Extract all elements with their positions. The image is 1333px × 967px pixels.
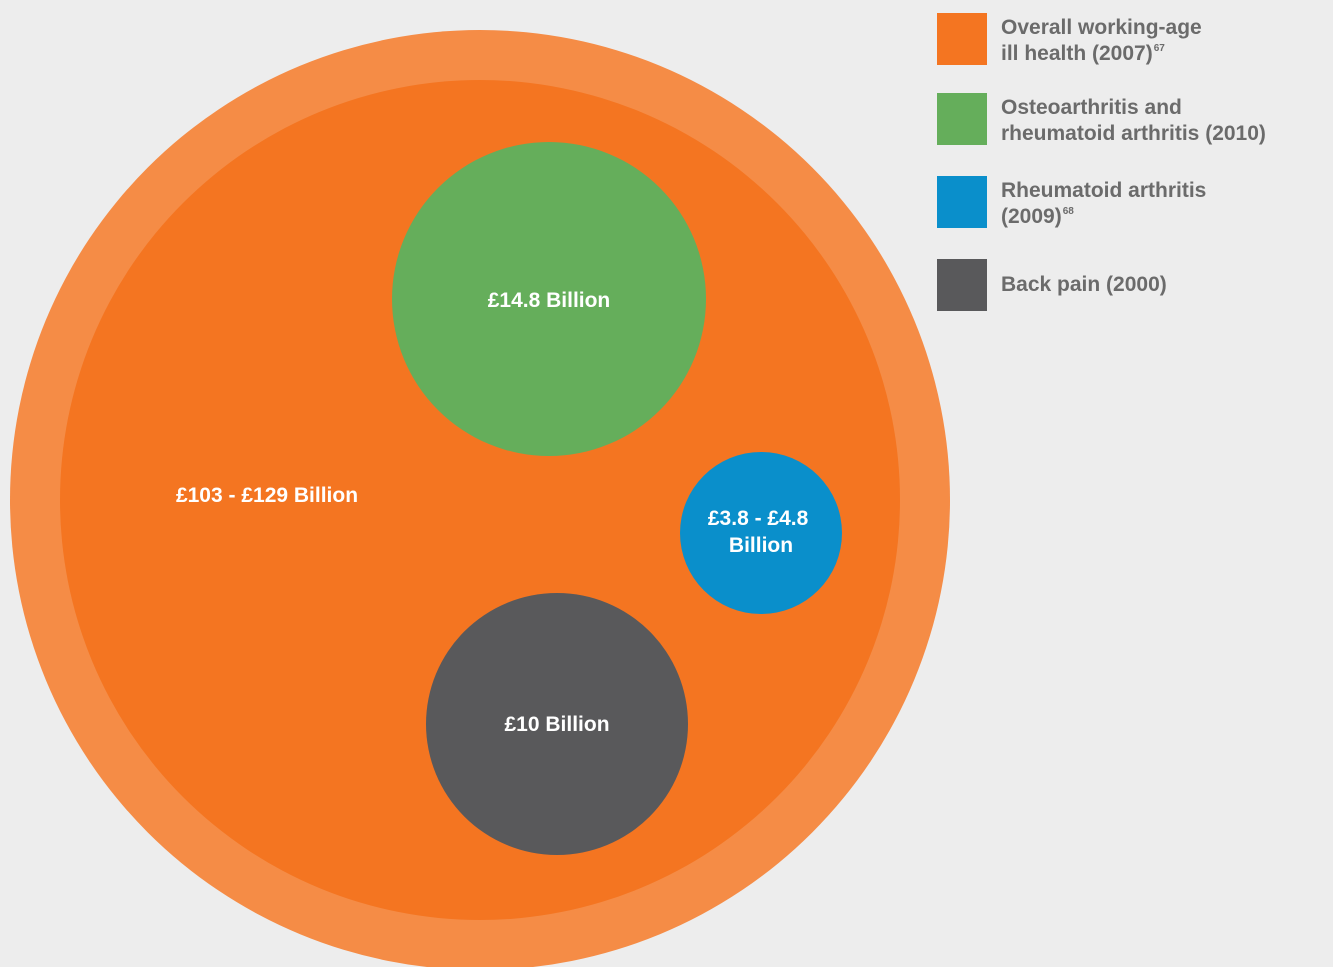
legend-swatch-overall (937, 13, 987, 65)
legend-item-back-pain: Back pain (2000) (937, 259, 1333, 319)
overall-value-label: £103 - £129 Billion (176, 484, 358, 507)
legend-swatch-rheumatoid (937, 176, 987, 228)
legend-label-overall-sup: 67 (1153, 43, 1165, 54)
legend-label-osteoarthritis-line1: Osteoarthritis and (1001, 96, 1182, 119)
back-pain-circle (426, 593, 688, 855)
legend-swatch-osteoarthritis (937, 93, 987, 145)
legend-label-overall-line1: Overall working-age (1001, 16, 1202, 39)
legend-swatch-back-pain (937, 259, 987, 311)
rheumatoid-value-line2: Billion (729, 534, 793, 557)
rheumatoid-value-label: £3.8 - £4.8 Billion (708, 507, 814, 557)
back-pain-value-label: £10 Billion (504, 713, 609, 736)
legend-item-overall: Overall working-age ill health (2007)67 (937, 13, 1333, 73)
legend-label-overall-line2: ill health (2007) (1001, 42, 1153, 65)
legend-item-rheumatoid: Rheumatoid arthritis (2009)68 (937, 176, 1333, 236)
legend-label-rheumatoid-line2: (2009) (1001, 205, 1062, 228)
osteoarthritis-circle (392, 142, 706, 456)
back-pain-bubble: £10 Billion (426, 593, 688, 855)
osteoarthritis-bubble: £14.8 Billion (392, 142, 706, 456)
legend-label-osteoarthritis: Osteoarthritis and rheumatoid arthritis … (1001, 95, 1331, 147)
rheumatoid-circle (680, 452, 842, 614)
legend-label-rheumatoid-sup: 68 (1062, 206, 1074, 217)
legend-item-osteoarthritis: Osteoarthritis and rheumatoid arthritis … (937, 93, 1333, 153)
osteoarthritis-value-label: £14.8 Billion (488, 289, 611, 312)
legend-label-osteoarthritis-line2: rheumatoid arthritis (2010) (1001, 122, 1266, 145)
rheumatoid-value-line1: £3.8 - £4.8 (708, 507, 809, 530)
legend-label-rheumatoid: Rheumatoid arthritis (2009)68 (1001, 178, 1331, 230)
legend-label-back-pain-line1: Back pain (2000) (1001, 273, 1167, 296)
rheumatoid-bubble: £3.8 - £4.8 Billion (680, 452, 842, 614)
legend-label-overall: Overall working-age ill health (2007)67 (1001, 15, 1331, 67)
legend-label-rheumatoid-line1: Rheumatoid arthritis (1001, 179, 1207, 202)
legend-label-back-pain: Back pain (2000) (1001, 272, 1331, 298)
